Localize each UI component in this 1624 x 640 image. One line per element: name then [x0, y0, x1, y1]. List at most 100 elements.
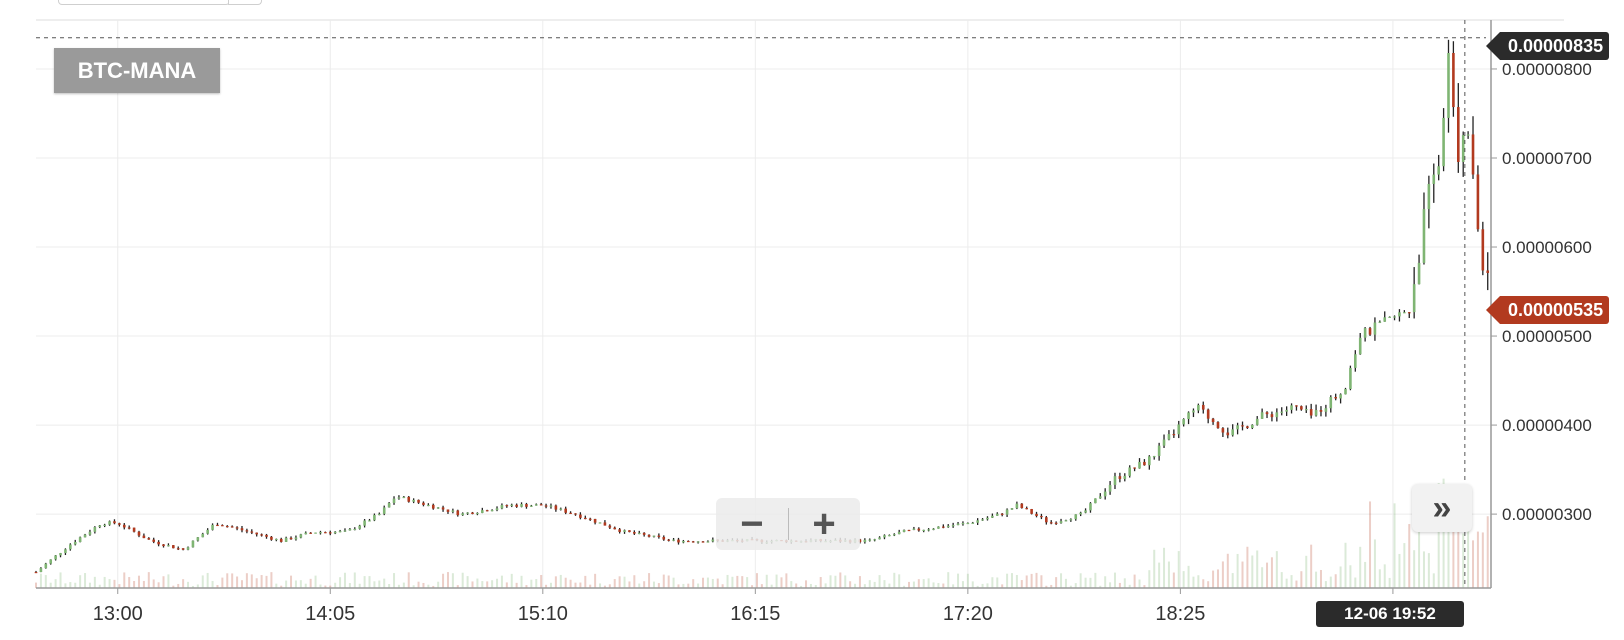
volume-layer: [35, 478, 1489, 588]
volume-bar: [348, 583, 351, 588]
candle-body: [1265, 412, 1269, 415]
y-tick-label: 0.00000800: [1502, 60, 1592, 79]
candle-body: [250, 531, 254, 533]
volume-bar: [98, 584, 101, 588]
volume-bar: [1025, 575, 1028, 588]
volume-bar: [1398, 553, 1401, 588]
volume-bar: [520, 575, 523, 588]
volume-bar: [785, 573, 788, 588]
volume-bar: [1104, 576, 1107, 588]
grid-layer: [36, 19, 1564, 588]
volume-bar: [1055, 577, 1058, 588]
volume-bar: [599, 583, 602, 588]
candle-body: [1486, 270, 1490, 273]
candle-body: [579, 514, 582, 518]
volume-bar: [657, 583, 660, 588]
volume-bar: [427, 584, 430, 588]
candle-body: [505, 505, 509, 507]
candle-body: [569, 512, 572, 514]
volume-bar: [1153, 549, 1156, 588]
volume-bar: [1261, 567, 1264, 588]
candle-body: [59, 553, 62, 556]
x-tick-label: 17:20: [943, 603, 993, 625]
x-tick-label: 14:05: [305, 603, 355, 625]
volume-bar: [476, 578, 479, 588]
volume-bar: [1001, 584, 1004, 588]
candle-body: [137, 531, 141, 536]
toolbar-input[interactable]: [58, 0, 230, 5]
plus-icon[interactable]: +: [812, 502, 836, 546]
volume-bar: [1481, 532, 1484, 588]
volume-bar: [912, 581, 915, 588]
candle-body: [1182, 419, 1185, 425]
candle-body: [211, 524, 214, 530]
volume-bar: [643, 581, 646, 588]
volume-bar: [1408, 524, 1411, 588]
candle-body: [593, 518, 597, 523]
volume-bar: [1359, 546, 1362, 588]
candle-body: [588, 518, 592, 520]
minus-icon[interactable]: −: [740, 502, 764, 546]
volume-bar: [883, 580, 886, 588]
volume-bar: [206, 572, 209, 588]
candle-body: [961, 522, 965, 525]
candle-body: [1010, 508, 1014, 510]
candle-body: [1226, 432, 1230, 436]
volume-bar: [805, 580, 808, 588]
volume-bar: [903, 585, 906, 588]
volume-bar: [937, 583, 940, 588]
candle-body: [324, 532, 327, 534]
candle-body: [78, 537, 82, 543]
candle-body: [539, 504, 543, 506]
volume-bar: [819, 577, 822, 588]
volume-bar: [888, 583, 891, 588]
volume-bar: [1270, 557, 1273, 588]
candle-body: [392, 498, 396, 503]
double-chevron-right-icon[interactable]: »: [1412, 484, 1472, 532]
candle-body: [245, 530, 249, 532]
volume-bar: [927, 578, 930, 588]
volume-bar: [834, 575, 837, 588]
volume-bar: [554, 576, 557, 588]
volume-bar: [177, 583, 180, 588]
volume-bar: [1413, 550, 1416, 588]
toolbar-dropdown-button[interactable]: [228, 0, 262, 5]
candle-body: [1157, 445, 1161, 456]
candle-body: [103, 524, 106, 526]
volume-bar: [868, 580, 871, 588]
volume-bar: [245, 573, 248, 588]
volume-bar: [1329, 576, 1332, 588]
candle-body: [677, 539, 680, 543]
volume-bar: [1040, 575, 1043, 588]
volume-bar: [1241, 561, 1244, 588]
volume-bar: [324, 585, 327, 588]
candle-body: [1201, 404, 1205, 410]
volume-bar: [638, 583, 641, 588]
volume-bar: [589, 584, 592, 588]
volume-bar: [368, 576, 371, 588]
y-tick-label: 0.00000700: [1502, 149, 1592, 168]
volume-bar: [1197, 575, 1200, 588]
volume-bar: [373, 581, 376, 588]
volume-bar: [39, 573, 42, 588]
volume-bar: [446, 572, 449, 588]
candle-body: [485, 510, 489, 512]
candle-body: [951, 525, 955, 527]
candle-body: [1417, 262, 1421, 285]
volume-bar: [1182, 571, 1185, 588]
volume-bar: [505, 582, 508, 588]
volume-bar: [471, 581, 474, 588]
volume-bar: [981, 583, 984, 588]
volume-bar: [1467, 505, 1470, 588]
candle-body: [495, 508, 499, 511]
volume-bar: [412, 585, 415, 588]
volume-bar: [201, 575, 204, 588]
volume-bar: [878, 575, 881, 588]
candle-body: [49, 559, 53, 564]
candle-body: [412, 499, 415, 502]
volume-bar: [1476, 531, 1479, 588]
candle-body: [1349, 367, 1352, 390]
candle-body: [294, 537, 298, 540]
